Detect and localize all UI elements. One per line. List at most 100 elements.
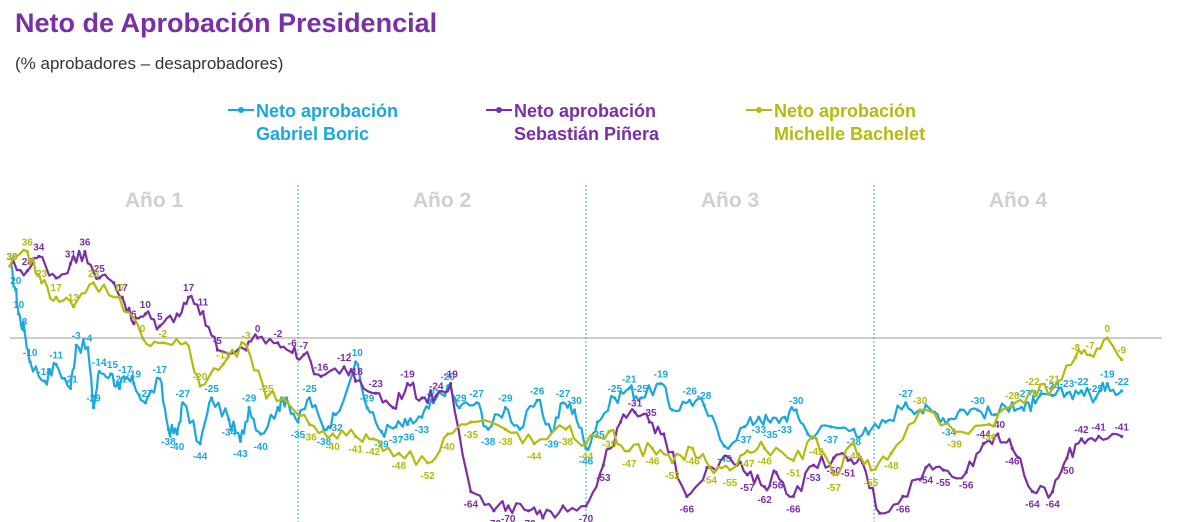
year-label-2: Año 2 [413, 189, 471, 212]
data-label-pinera-20: -23 [369, 379, 384, 390]
data-label-pinera-25: -72 [487, 519, 502, 522]
data-point-bachelet-32 [708, 466, 712, 470]
data-label-boric-69: -23 [1060, 379, 1075, 390]
data-label-pinera-35: -62 [757, 495, 772, 506]
data-label-boric-55: -45 [717, 454, 732, 465]
data-label-boric-25: -29 [242, 394, 257, 405]
data-label-pinera-3: 31 [65, 250, 77, 261]
data-label-boric-12: -15 [104, 360, 119, 371]
data-point-bachelet-14 [282, 396, 286, 400]
data-point-bachelet-27 [607, 430, 611, 434]
data-label-boric-51: -25 [633, 384, 648, 395]
data-point-boric-37 [405, 422, 410, 426]
data-point-boric-44 [503, 406, 507, 410]
data-point-bachelet-9 [184, 341, 188, 345]
data-point-bachelet-5 [91, 281, 96, 285]
data-label-pinera-22: -24 [429, 382, 444, 393]
data-point-pinera-23 [354, 379, 358, 383]
data-point-boric-65 [806, 432, 810, 436]
data-point-bachelet-33 [728, 468, 732, 472]
data-label-boric-52: -19 [654, 370, 669, 381]
data-point-bachelet-39 [852, 442, 856, 446]
data-point-bachelet-22 [469, 420, 473, 424]
legend-swatch-pinera [486, 103, 512, 117]
data-label-boric-18: -38 [161, 437, 176, 448]
data-point-pinera-2 [37, 254, 41, 258]
data-point-pinera-12 [175, 312, 179, 316]
data-label-boric-15: -19 [127, 370, 142, 381]
data-label-boric-56: -37 [737, 435, 752, 446]
chart-title: Neto de Aprobación Presidencial [15, 8, 438, 38]
data-point-pinera-15 [215, 348, 219, 352]
data-label-boric-20: -27 [176, 389, 191, 400]
data-label-boric-24: -43 [233, 449, 248, 460]
data-label-bachelet-1: 36 [22, 238, 34, 249]
data-point-pinera-8 [120, 295, 124, 299]
data-label-pinera-6: 17 [117, 283, 129, 294]
data-label-boric-30: -32 [328, 423, 343, 434]
data-label-boric-36: -33 [415, 425, 430, 436]
data-point-boric-8 [74, 343, 78, 347]
data-point-boric-19 [175, 432, 179, 436]
data-label-boric-48: -35 [590, 430, 605, 441]
data-label-pinera-24: -64 [464, 500, 479, 511]
data-label-boric-42: -29 [498, 394, 513, 405]
data-label-boric-65: -30 [970, 396, 985, 407]
data-point-pinera-7 [112, 281, 116, 285]
data-point-boric-66 [829, 425, 833, 429]
data-point-pinera-29 [449, 382, 453, 386]
data-label-bachelet-14: -40 [325, 442, 340, 453]
data-point-boric-36 [394, 425, 398, 429]
data-label-boric-40: -27 [469, 389, 484, 400]
data-point-bachelet-44 [987, 422, 991, 426]
data-point-boric-14 [123, 377, 127, 381]
data-point-pinera-35 [561, 504, 565, 508]
data-label-bachelet-22: -44 [527, 452, 542, 463]
data-label-bachelet-7: 0 [140, 324, 146, 335]
data-point-bachelet-37 [814, 437, 819, 441]
data-point-pinera-25 [391, 406, 395, 410]
data-label-bachelet-12: -25 [259, 384, 274, 395]
data-label-pinera-31: -31 [628, 398, 643, 409]
data-label-boric-50: -21 [622, 374, 637, 385]
data-label-boric-70: -22 [1074, 377, 1089, 388]
data-label-boric-8: -3 [72, 331, 81, 342]
data-point-boric-41 [457, 406, 461, 410]
data-label-pinera-38: -53 [806, 473, 821, 484]
data-label-boric-21: -44 [193, 452, 208, 463]
data-point-boric-1 [14, 288, 18, 292]
data-point-pinera-34 [541, 516, 545, 520]
data-label-boric-11: -14 [92, 358, 107, 369]
data-point-bachelet-34 [745, 449, 749, 453]
data-point-bachelet-42 [918, 408, 922, 412]
data-point-boric-32 [333, 413, 338, 417]
data-point-pinera-5 [83, 250, 87, 254]
series-line-bachelet [8, 248, 1123, 476]
data-label-boric-46: -30 [567, 396, 582, 407]
data-point-boric-52 [613, 396, 617, 400]
data-label-pinera-5: 25 [94, 264, 106, 275]
data-point-boric-67 [852, 427, 856, 431]
data-point-pinera-50 [832, 456, 836, 460]
data-label-pinera-4: 36 [79, 238, 91, 249]
data-point-boric-55 [659, 382, 663, 386]
data-point-pinera-48 [791, 494, 795, 498]
data-point-boric-70 [904, 401, 908, 405]
data-point-boric-7 [68, 386, 73, 390]
data-point-pinera-17 [256, 336, 260, 340]
data-label-pinera-48: -46 [1005, 456, 1020, 467]
data-point-boric-51 [595, 420, 600, 424]
data-point-pinera-42 [685, 494, 689, 498]
year-label-4: Año 4 [989, 189, 1048, 212]
data-point-bachelet-51 [1120, 358, 1124, 362]
data-label-boric-54: -28 [697, 391, 712, 402]
data-point-bachelet-19 [397, 451, 401, 455]
data-point-bachelet-11 [221, 362, 225, 366]
data-label-pinera-44: -55 [936, 478, 951, 489]
data-label-pinera-12: -5 [213, 336, 222, 347]
data-label-boric-7: -21 [63, 374, 78, 385]
data-point-boric-38 [420, 415, 424, 419]
data-point-boric-15 [132, 382, 136, 386]
chart-subtitle: (% aprobadores – desaprobadores) [15, 54, 284, 73]
